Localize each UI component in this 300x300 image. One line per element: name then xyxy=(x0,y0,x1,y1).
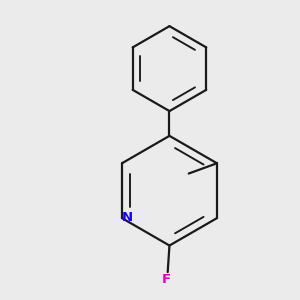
Text: N: N xyxy=(122,211,133,224)
Text: F: F xyxy=(161,273,170,286)
